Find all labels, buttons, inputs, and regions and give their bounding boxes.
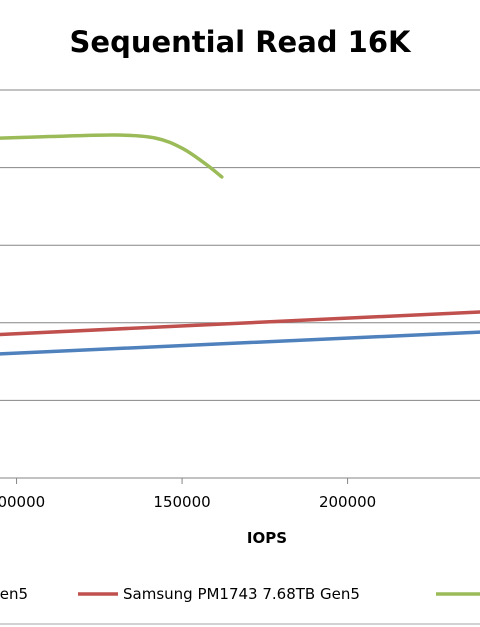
legend-label-1: Gen5 <box>0 585 28 603</box>
series-line-2 <box>0 310 480 337</box>
x-axis: 100000 150000 200000 <box>0 478 376 511</box>
series-lines <box>0 133 480 356</box>
x-tick-label: 100000 <box>0 493 45 511</box>
x-tick-label: 150000 <box>153 493 210 511</box>
chart-title: Sequential Read 16K <box>70 25 412 59</box>
legend-label-2: Samsung PM1743 7.68TB Gen5 <box>123 585 360 603</box>
series-line-1 <box>0 330 480 356</box>
legend: Gen5 Samsung PM1743 7.68TB Gen5 <box>0 585 480 603</box>
gridlines <box>0 89 480 479</box>
series-line-3 <box>0 133 224 179</box>
x-axis-title: IOPS <box>247 529 287 547</box>
x-tick-label: 200000 <box>319 493 376 511</box>
